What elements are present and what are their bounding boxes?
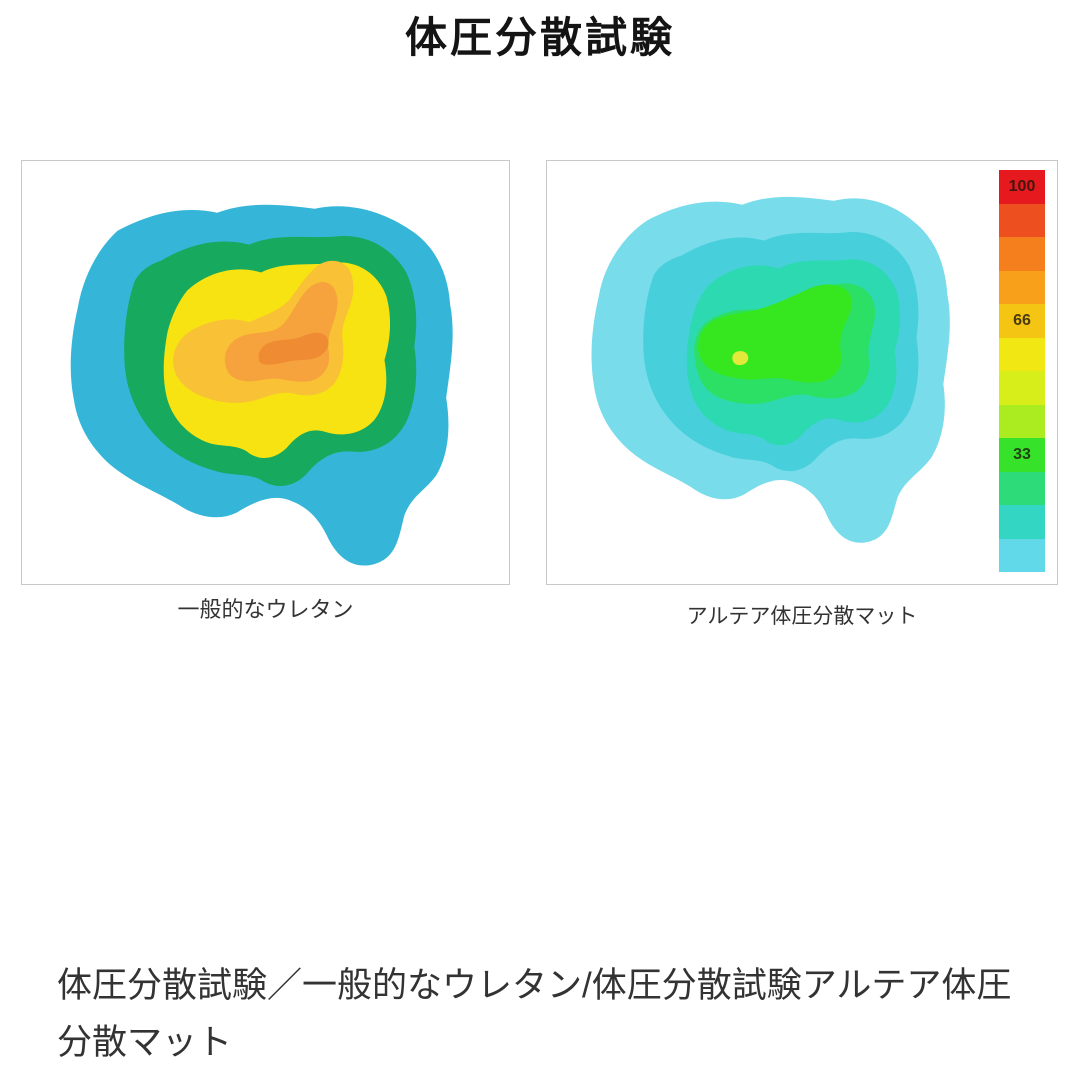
scale-band [999,505,1045,539]
contour-peak [258,332,329,365]
scale-tick-label: 66 [1013,311,1031,329]
bottom-description-line1: 体圧分散試験／一般的なウレタン/体圧分散試験アルテア体圧 [57,966,1012,1005]
scale-band [999,371,1045,405]
heatmap-panel-altair: 100 66 33 [546,160,1058,585]
scale-tick-label: 100 [1008,177,1036,195]
scale-band: 33 [999,438,1045,472]
scale-tick-label: 33 [1013,445,1031,463]
caption-urethane: 一般的なウレタン [177,597,354,622]
pressure-heatmap-altair [591,196,950,543]
scale-band: 66 [999,304,1045,338]
bottom-description: 体圧分散試験／一般的なウレタン/体圧分散試験アルテア体圧 分散マット [57,958,1037,1071]
pressure-scale-colorbar: 100 66 33 [999,170,1045,572]
caption-altair: アルテア体圧分散マット [686,605,918,628]
scale-band [999,404,1045,438]
pressure-heatmap-urethane [70,204,453,566]
scale-band [999,237,1045,271]
scale-band [999,538,1045,572]
scale-band [999,337,1045,371]
contour-peak-dot [732,351,749,366]
bottom-description-line2: 分散マット [57,1022,233,1062]
scale-band [999,270,1045,304]
scale-band [999,203,1045,237]
scale-band: 100 [999,170,1045,204]
heatmap-panel-urethane [21,160,510,585]
scale-band [999,471,1045,505]
page-title: 体圧分散試験 [404,14,675,61]
